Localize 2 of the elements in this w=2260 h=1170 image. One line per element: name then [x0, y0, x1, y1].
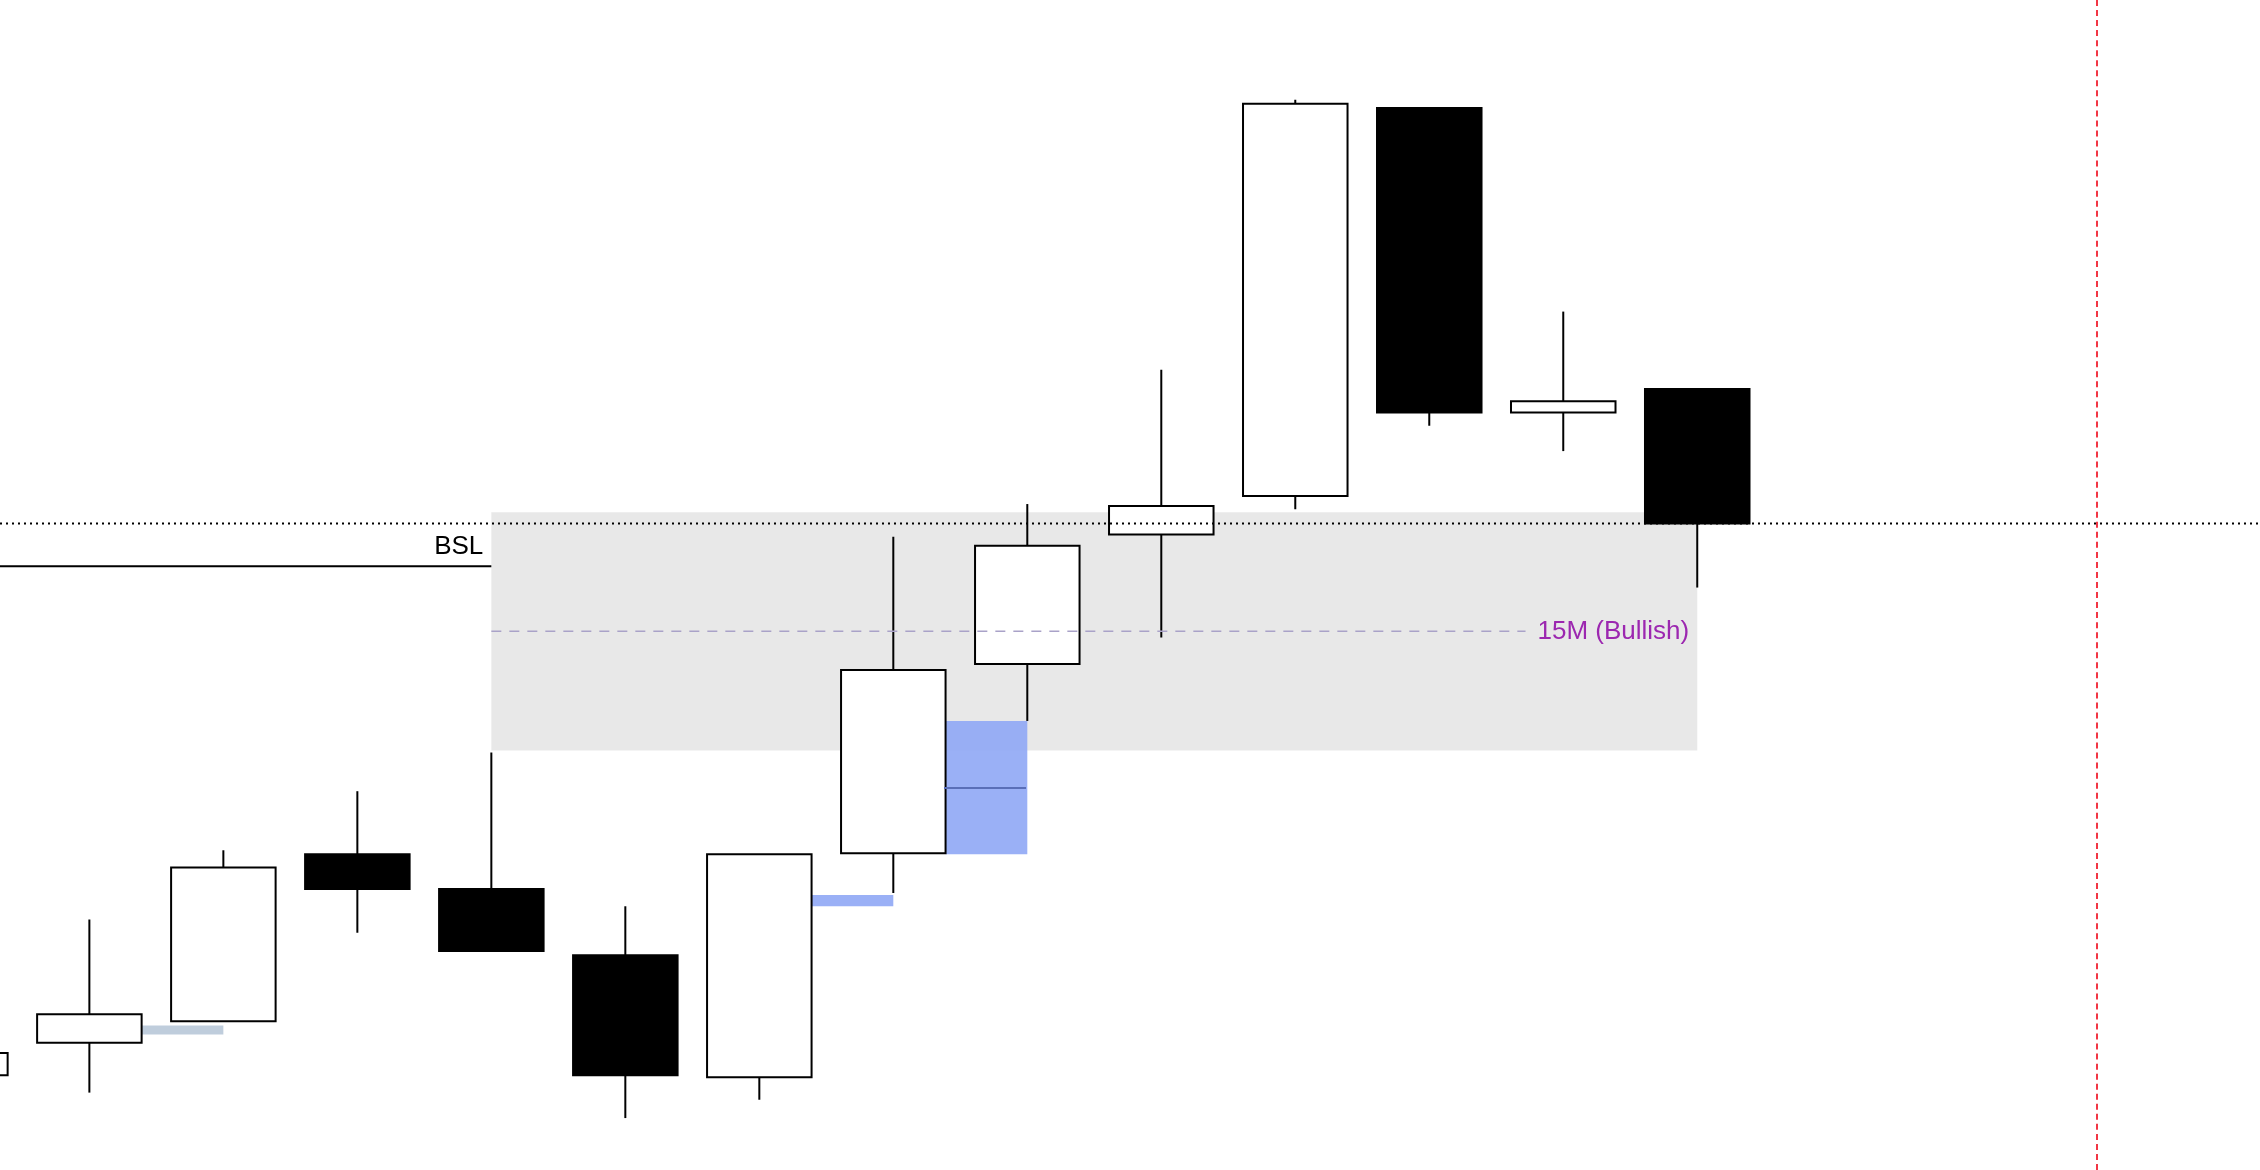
ref-line-label: BSL	[434, 530, 484, 561]
ref-line-label: 15M (Bullish)	[1537, 614, 1690, 645]
